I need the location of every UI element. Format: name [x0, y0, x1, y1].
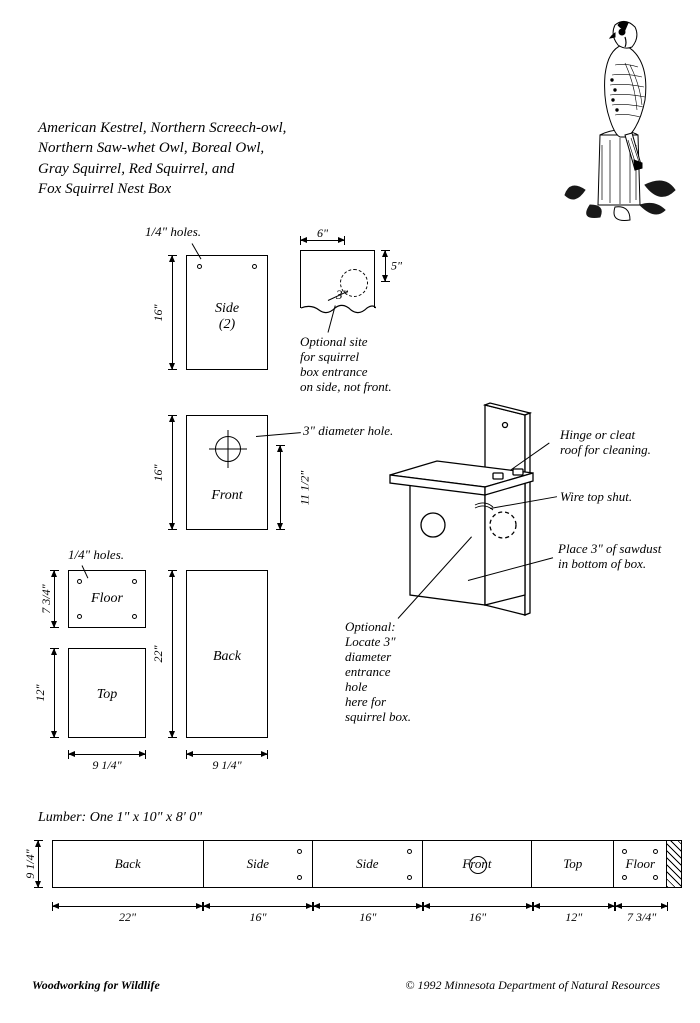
dim-width1: 9 1/4" — [68, 754, 146, 755]
lumber-cell: Floor — [614, 841, 667, 887]
title-line: American Kestrel, Northern Screech-owl, — [38, 118, 286, 138]
lumber-waste — [667, 841, 681, 887]
back-label: Back — [187, 649, 267, 665]
dim-floor-height: 7 3/4" — [54, 570, 55, 628]
side-piece: Side (2) — [186, 255, 268, 370]
front-label: Front — [187, 488, 267, 504]
title-block: American Kestrel, Northern Screech-owl, … — [38, 118, 286, 199]
dim-detail-6: 6" — [300, 240, 345, 241]
footer-right: © 1992 Minnesota Department of Natural R… — [405, 978, 660, 993]
dim-lumber-height: 9 1/4" — [38, 840, 39, 888]
floor-piece: Floor — [68, 570, 146, 628]
quarter-holes-label-top: 1/4" holes. — [145, 225, 201, 240]
lumber-cell: Front — [423, 841, 533, 887]
footer-left: Woodworking for Wildlife — [32, 978, 160, 993]
hinge-label: Hinge or cleat roof for cleaning. — [560, 428, 651, 458]
title-line: Northern Saw-whet Owl, Boreal Owl, — [38, 138, 286, 158]
lumber-dim: 12" — [533, 906, 615, 907]
kestrel-illustration — [530, 5, 700, 225]
lumber-cell: Side — [313, 841, 423, 887]
dim-detail-5: 5" — [385, 250, 386, 282]
dim-front-height: 16" — [172, 415, 173, 530]
title-line: Gray Squirrel, Red Squirrel, and — [38, 159, 286, 179]
lumber-dim: 22" — [52, 906, 203, 907]
front-piece: Front — [186, 415, 268, 530]
title-line: Fox Squirrel Nest Box — [38, 179, 286, 199]
optional-locate-label: Optional: Locate 3" diameter entrance ho… — [345, 620, 411, 725]
lumber-note: Lumber: One 1" x 10" x 8' 0" — [38, 810, 202, 826]
side-label: Side (2) — [187, 301, 267, 333]
top-piece: Top — [68, 648, 146, 738]
dim-front-height2: 11 1/2" — [280, 445, 281, 530]
lumber-dim: 16" — [203, 906, 313, 907]
assembled-box-iso — [365, 395, 565, 625]
lumber-dim: 16" — [423, 906, 533, 907]
page-footer: Woodworking for Wildlife © 1992 Minnesot… — [32, 978, 660, 993]
optional-side-label: Optional site for squirrel box entrance … — [300, 335, 392, 395]
dim-top-height: 12" — [54, 648, 55, 738]
lumber-cell: Top — [532, 841, 614, 887]
lumber-layout: BackSideSideFrontTopFloor — [52, 840, 682, 888]
wire-label: Wire top shut. — [560, 490, 632, 505]
back-piece: Back — [186, 570, 268, 738]
lumber-dim: 7 3/4" — [615, 906, 668, 907]
lumber-dim: 16" — [313, 906, 423, 907]
lumber-cell: Side — [204, 841, 314, 887]
top-label: Top — [69, 687, 145, 703]
floor-label: Floor — [69, 591, 145, 607]
lumber-cell: Back — [53, 841, 204, 887]
dim-width2: 9 1/4" — [186, 754, 268, 755]
dim-side-height: 16" — [172, 255, 173, 370]
quarter-holes-label-floor: 1/4" holes. — [68, 548, 124, 563]
dim-back-height: 22" — [172, 570, 173, 738]
sawdust-label: Place 3" of sawdust in bottom of box. — [558, 542, 661, 572]
